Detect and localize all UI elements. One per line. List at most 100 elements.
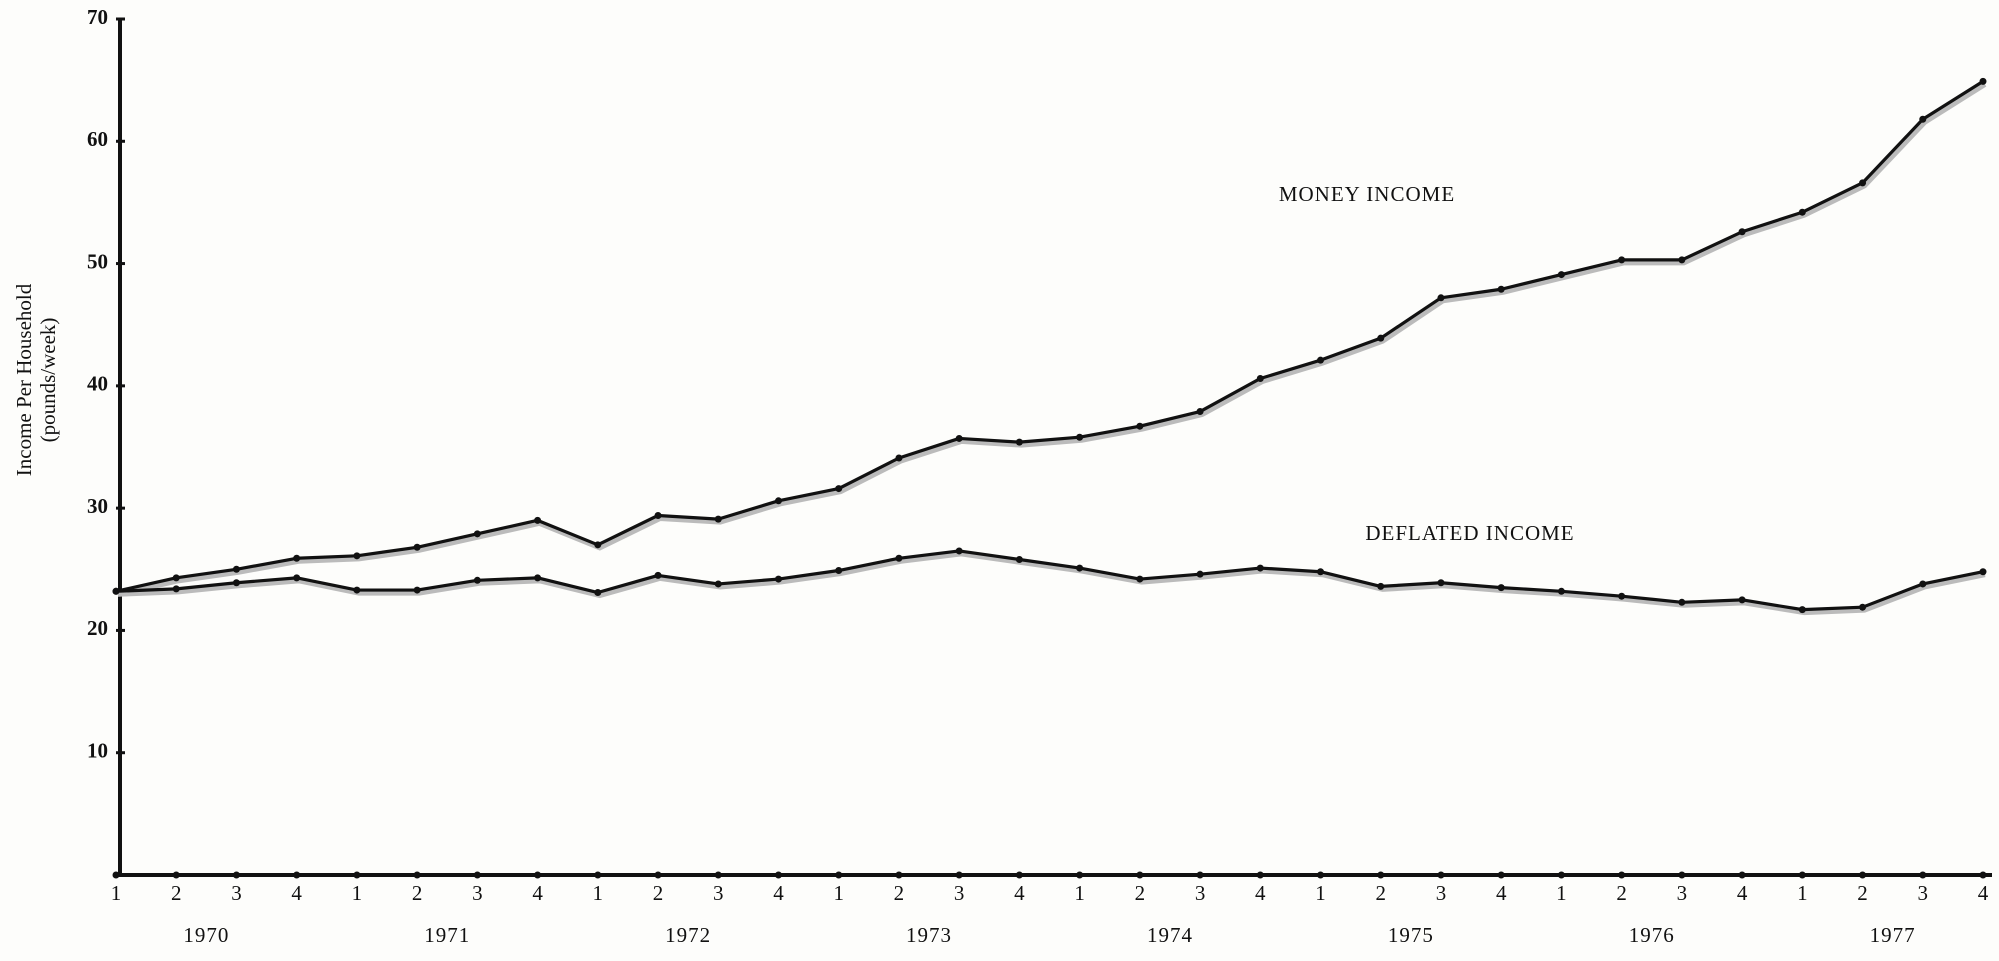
x-tick-label: 3 — [1918, 881, 1929, 905]
x-tick — [1678, 871, 1686, 879]
x-tick-label: 2 — [1375, 881, 1386, 905]
data-point — [1919, 580, 1927, 588]
data-point — [714, 515, 722, 523]
data-point — [714, 580, 722, 588]
year-label: 1971 — [424, 923, 470, 947]
y-tick-label: 30 — [87, 494, 108, 518]
data-point — [1557, 587, 1565, 595]
year-label: 1977 — [1870, 923, 1916, 947]
x-tick — [1015, 871, 1023, 879]
data-point — [534, 516, 542, 524]
x-tick-label: 4 — [1255, 881, 1266, 905]
x-tick — [1738, 871, 1746, 879]
x-tick-label: 3 — [472, 881, 483, 905]
y-tick-label: 20 — [87, 616, 108, 640]
x-tick — [1618, 871, 1626, 879]
year-label: 1973 — [906, 923, 952, 947]
data-point — [1377, 582, 1385, 590]
data-point — [112, 587, 120, 595]
data-point — [172, 574, 180, 582]
x-tick — [353, 871, 361, 879]
x-tick-label: 1 — [593, 881, 604, 905]
x-tick — [1979, 871, 1987, 879]
x-tick-label: 3 — [1195, 881, 1206, 905]
shadow-line — [117, 551, 1986, 616]
x-tick-label: 4 — [1737, 881, 1748, 905]
data-line — [115, 549, 1984, 612]
x-tick-label: 3 — [954, 881, 965, 905]
x-tick-label: 3 — [231, 881, 242, 905]
y-axis-label: Income Per Household (pounds/week) — [12, 283, 60, 476]
series-label: DEFLATED INCOME — [1365, 521, 1574, 545]
data-point — [1919, 115, 1927, 123]
data-point — [835, 485, 843, 493]
x-tick — [1076, 871, 1084, 879]
x-tick — [473, 871, 481, 879]
x-tick-label: 3 — [1677, 881, 1688, 905]
data-point — [473, 530, 481, 538]
data-point — [293, 554, 301, 562]
x-tick — [1317, 871, 1325, 879]
data-point — [895, 454, 903, 462]
data-point — [1196, 570, 1204, 578]
data-point — [413, 543, 421, 551]
y-tick-label: 50 — [87, 249, 108, 273]
x-tick-label: 1 — [352, 881, 363, 905]
data-point — [232, 565, 240, 573]
x-tick — [1798, 871, 1806, 879]
data-point — [594, 541, 602, 549]
data-point — [1557, 271, 1565, 279]
data-point — [1678, 256, 1686, 264]
x-tick — [1256, 871, 1264, 879]
data-point — [353, 586, 361, 594]
data-point — [1618, 592, 1626, 600]
data-point — [1497, 584, 1505, 592]
data-point — [1317, 568, 1325, 576]
data-point — [413, 586, 421, 594]
data-point — [1798, 208, 1806, 216]
x-tick-label: 3 — [713, 881, 724, 905]
x-tick-label: 2 — [1616, 881, 1627, 905]
x-tick — [594, 871, 602, 879]
data-point — [1377, 334, 1385, 342]
data-point — [1618, 256, 1626, 264]
x-tick-label: 1 — [1074, 881, 1085, 905]
data-point — [1256, 375, 1264, 383]
x-tick — [835, 871, 843, 879]
data-point — [534, 574, 542, 582]
x-tick — [534, 871, 542, 879]
x-tick — [1136, 871, 1144, 879]
data-point — [955, 434, 963, 442]
data-point — [1738, 596, 1746, 604]
x-tick — [172, 871, 180, 879]
x-tick — [1437, 871, 1445, 879]
data-point — [594, 589, 602, 597]
data-point — [1979, 568, 1987, 576]
year-label: 1975 — [1388, 923, 1434, 947]
x-tick-label: 1 — [1797, 881, 1808, 905]
data-point — [1196, 408, 1204, 416]
data-point — [473, 576, 481, 584]
data-point — [1497, 285, 1505, 293]
data-point — [1136, 575, 1144, 583]
data-point — [1076, 433, 1084, 441]
x-tick-label: 1 — [833, 881, 844, 905]
x-tick-label: 2 — [1135, 881, 1146, 905]
y-tick-label: 40 — [87, 372, 108, 396]
x-tick — [1497, 871, 1505, 879]
data-point — [172, 585, 180, 593]
x-tick — [413, 871, 421, 879]
x-tick — [895, 871, 903, 879]
data-point — [1437, 579, 1445, 587]
x-tick-label: 1 — [1315, 881, 1326, 905]
data-point — [1738, 228, 1746, 236]
x-tick — [774, 871, 782, 879]
year-label: 1976 — [1629, 923, 1675, 947]
data-point — [1317, 356, 1325, 364]
data-point — [955, 547, 963, 555]
x-tick — [1557, 871, 1565, 879]
data-point — [1015, 556, 1023, 564]
y-tick-label: 10 — [87, 739, 108, 763]
data-point — [232, 579, 240, 587]
